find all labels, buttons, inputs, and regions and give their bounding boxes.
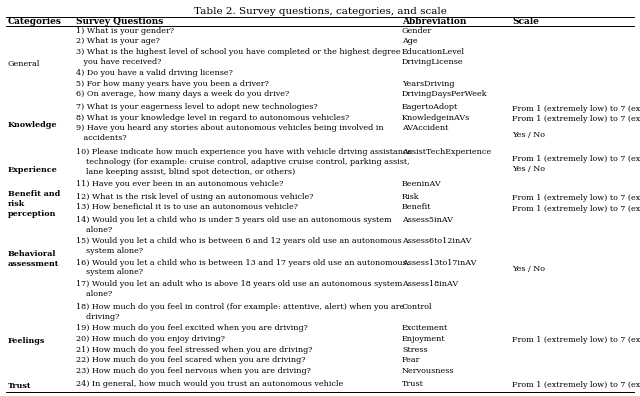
- Text: 3) What is the highest level of school you have completed or the highest degree
: 3) What is the highest level of school y…: [76, 48, 400, 66]
- Text: Excitement: Excitement: [402, 324, 448, 333]
- Text: 8) What is your knowledge level in regard to autonomous vehicles?: 8) What is your knowledge level in regar…: [76, 114, 349, 122]
- Text: Enjoyment: Enjoyment: [402, 335, 445, 343]
- Text: Assess18inAV: Assess18inAV: [402, 280, 458, 288]
- Text: 11) Have you ever been in an autonomous vehicle?: 11) Have you ever been in an autonomous …: [76, 180, 283, 188]
- Text: From 1 (extremely low) to 7 (extremely high): From 1 (extremely low) to 7 (extremely h…: [512, 115, 640, 123]
- Text: 24) In general, how much would you trust an autonomous vehicle: 24) In general, how much would you trust…: [76, 380, 343, 388]
- Text: 14) Would you let a child who is under 5 years old use an autonomous system
    : 14) Would you let a child who is under 5…: [76, 216, 391, 234]
- Text: From 1 (extremely low) to 7 (extremely high): From 1 (extremely low) to 7 (extremely h…: [512, 194, 640, 202]
- Text: General: General: [8, 60, 40, 69]
- Text: Assess6to12inAV: Assess6to12inAV: [402, 238, 471, 246]
- Text: 23) How much do you feel nervous when you are driving?: 23) How much do you feel nervous when yo…: [76, 367, 310, 375]
- Text: 22) How much do you feel scared when you are driving?: 22) How much do you feel scared when you…: [76, 356, 305, 364]
- Text: Benefit and
risk
perception: Benefit and risk perception: [8, 190, 60, 217]
- Text: AssistTechExperience: AssistTechExperience: [402, 148, 491, 156]
- Text: Yes / No: Yes / No: [512, 265, 545, 273]
- Text: 5) For how many years have you been a driver?: 5) For how many years have you been a dr…: [76, 80, 268, 88]
- Text: Trust: Trust: [402, 380, 424, 388]
- Text: Stress: Stress: [402, 346, 428, 354]
- Text: 10) Please indicate how much experience you have with vehicle driving assistance: 10) Please indicate how much experience …: [76, 148, 412, 175]
- Text: 1) What is your gender?: 1) What is your gender?: [76, 27, 173, 35]
- Text: From 1 (extremely low) to 7 (extremely high): From 1 (extremely low) to 7 (extremely h…: [512, 381, 640, 389]
- Text: Fear: Fear: [402, 356, 420, 364]
- Text: 12) What is the risk level of using an autonomous vehicle?: 12) What is the risk level of using an a…: [76, 193, 313, 201]
- Text: Experience: Experience: [8, 166, 58, 174]
- Text: 6) On average, how many days a week do you drive?: 6) On average, how many days a week do y…: [76, 90, 289, 98]
- Text: EagertoAdopt: EagertoAdopt: [402, 103, 458, 111]
- Text: Risk: Risk: [402, 193, 420, 201]
- Text: Abbreviation: Abbreviation: [402, 17, 467, 26]
- Text: 9) Have you heard any stories about autonomous vehicles being involved in
   acc: 9) Have you heard any stories about auto…: [76, 124, 383, 142]
- Text: 2) What is your age?: 2) What is your age?: [76, 38, 159, 46]
- Text: Table 2. Survey questions, categories, and scale: Table 2. Survey questions, categories, a…: [193, 7, 447, 16]
- Text: Behavioral
assessment: Behavioral assessment: [8, 250, 59, 268]
- Text: Survey Questions: Survey Questions: [76, 17, 163, 26]
- Text: Trust: Trust: [8, 382, 31, 390]
- Text: Age: Age: [402, 38, 417, 46]
- Text: Assess13to17inAV: Assess13to17inAV: [402, 259, 476, 267]
- Text: 21) How much do you feel stressed when you are driving?: 21) How much do you feel stressed when y…: [76, 346, 312, 354]
- Text: From 1 (extremely low) to 7 (extremely high): From 1 (extremely low) to 7 (extremely h…: [512, 205, 640, 213]
- Text: Yes / No: Yes / No: [512, 131, 545, 139]
- Text: Feelings: Feelings: [8, 337, 45, 345]
- Text: 4) Do you have a valid driving license?: 4) Do you have a valid driving license?: [76, 69, 232, 77]
- Text: From 1 (extremely low) to 7 (extremely high): From 1 (extremely low) to 7 (extremely h…: [512, 105, 640, 112]
- Text: Control: Control: [402, 303, 433, 311]
- Text: Categories: Categories: [8, 17, 61, 26]
- Text: From 1 (extremely low) to 7 (extremely high)
Yes / No: From 1 (extremely low) to 7 (extremely h…: [512, 155, 640, 173]
- Text: EducationLevel
DrivingLicense: EducationLevel DrivingLicense: [402, 48, 465, 66]
- Text: Gender: Gender: [402, 27, 432, 35]
- Text: From 1 (extremely low) to 7 (extremely high): From 1 (extremely low) to 7 (extremely h…: [512, 336, 640, 345]
- Text: BeeninAV: BeeninAV: [402, 180, 442, 188]
- Text: 17) Would you let an adult who is above 18 years old use an autonomous system
  : 17) Would you let an adult who is above …: [76, 280, 402, 297]
- Text: Benefit: Benefit: [402, 203, 431, 211]
- Text: 7) What is your eagerness level to adopt new technologies?: 7) What is your eagerness level to adopt…: [76, 103, 317, 111]
- Text: AVAccident: AVAccident: [402, 124, 448, 133]
- Text: 18) How much do you feel in control (for example: attentive, alert) when you are: 18) How much do you feel in control (for…: [76, 303, 404, 321]
- Text: YearsDriving
DrivingDaysPerWeek: YearsDriving DrivingDaysPerWeek: [402, 80, 488, 97]
- Text: 20) How much do you enjoy driving?: 20) How much do you enjoy driving?: [76, 335, 225, 343]
- Text: Knowledge: Knowledge: [8, 121, 57, 129]
- Text: 16) Would you let a child who is between 13 and 17 years old use an autonomous
 : 16) Would you let a child who is between…: [76, 259, 406, 276]
- Text: 19) How much do you feel excited when you are driving?: 19) How much do you feel excited when yo…: [76, 324, 307, 333]
- Text: 13) How beneficial it is to use an autonomous vehicle?: 13) How beneficial it is to use an auton…: [76, 203, 298, 211]
- Text: Nervousness: Nervousness: [402, 367, 454, 375]
- Text: KnowledgeinAVs: KnowledgeinAVs: [402, 114, 470, 122]
- Text: 15) Would you let a child who is between 6 and 12 years old use an autonomous
  : 15) Would you let a child who is between…: [76, 238, 401, 255]
- Text: Assess5inAV: Assess5inAV: [402, 216, 453, 224]
- Text: Scale: Scale: [512, 17, 539, 26]
